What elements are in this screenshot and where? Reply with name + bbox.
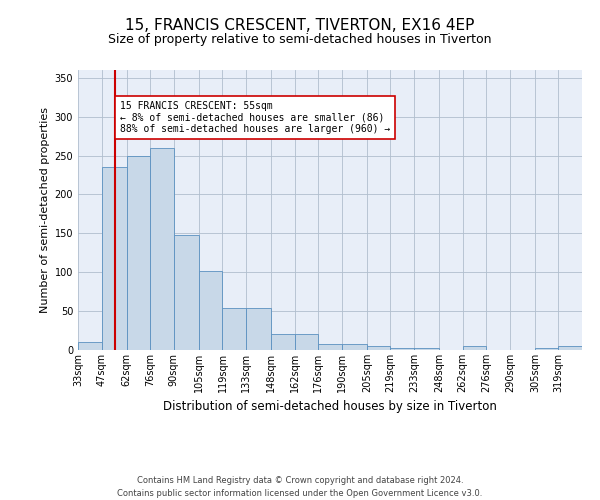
Bar bbox=[367, 346, 391, 350]
Bar bbox=[174, 235, 199, 350]
X-axis label: Distribution of semi-detached houses by size in Tiverton: Distribution of semi-detached houses by … bbox=[163, 400, 497, 413]
Text: 15, FRANCIS CRESCENT, TIVERTON, EX16 4EP: 15, FRANCIS CRESCENT, TIVERTON, EX16 4EP bbox=[125, 18, 475, 32]
Bar bbox=[535, 348, 559, 350]
Bar bbox=[342, 344, 367, 350]
Text: Size of property relative to semi-detached houses in Tiverton: Size of property relative to semi-detach… bbox=[108, 32, 492, 46]
Bar bbox=[150, 148, 174, 350]
Bar bbox=[318, 344, 342, 350]
Bar bbox=[223, 308, 246, 350]
Bar bbox=[101, 167, 127, 350]
Bar bbox=[271, 334, 295, 350]
Bar bbox=[559, 346, 582, 350]
Y-axis label: Number of semi-detached properties: Number of semi-detached properties bbox=[40, 107, 50, 313]
Bar bbox=[414, 348, 439, 350]
Bar bbox=[78, 342, 101, 350]
Bar bbox=[199, 272, 223, 350]
Text: 15 FRANCIS CRESCENT: 55sqm
← 8% of semi-detached houses are smaller (86)
88% of : 15 FRANCIS CRESCENT: 55sqm ← 8% of semi-… bbox=[120, 101, 390, 134]
Bar bbox=[463, 346, 486, 350]
Bar bbox=[127, 156, 150, 350]
Bar bbox=[246, 308, 271, 350]
Bar bbox=[295, 334, 318, 350]
Bar bbox=[391, 348, 414, 350]
Text: Contains HM Land Registry data © Crown copyright and database right 2024.
Contai: Contains HM Land Registry data © Crown c… bbox=[118, 476, 482, 498]
